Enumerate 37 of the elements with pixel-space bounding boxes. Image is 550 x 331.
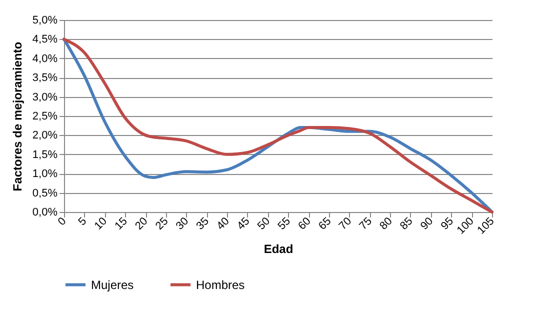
x-tick-label: 105 <box>475 215 497 237</box>
y-tick-label: 4,0% <box>32 52 58 65</box>
x-tick-label: 0 <box>56 215 69 228</box>
x-tick-label: 95 <box>438 215 456 232</box>
x-tick-label: 90 <box>418 215 436 232</box>
x-tick-label: 30 <box>174 215 192 232</box>
legend-label: Mujeres <box>91 278 134 292</box>
y-tick-label: 3,0% <box>32 91 58 104</box>
x-tick-label: 70 <box>336 215 354 232</box>
legend-label: Hombres <box>196 278 245 292</box>
x-tick-label: 5 <box>76 215 90 228</box>
x-tick-label: 80 <box>378 215 395 232</box>
x-tick-label: 60 <box>296 215 314 232</box>
y-tick-label: 1,5% <box>32 148 58 161</box>
y-axis-title: Factores de mejoramiento <box>10 42 24 192</box>
y-tick-label: 0,0% <box>32 206 58 218</box>
x-tick-label: 15 <box>112 215 130 232</box>
x-tick-label: 85 <box>398 215 416 232</box>
x-tick-label: 50 <box>255 215 273 232</box>
x-axis-title: Edad <box>264 242 294 256</box>
y-tick-label: 2,0% <box>32 130 58 142</box>
x-tick-label: 25 <box>154 215 171 232</box>
x-tick-label: 75 <box>357 215 374 232</box>
x-tick-label: 65 <box>316 215 334 232</box>
x-tick-label: 45 <box>235 215 252 232</box>
x-tick-label: 20 <box>133 215 150 232</box>
y-tick-label: 0,5% <box>32 187 58 200</box>
x-tick-label: 55 <box>276 215 293 232</box>
x-tick-label: 100 <box>454 215 476 237</box>
x-tick-label: 35 <box>194 215 212 232</box>
y-tick-label: 4,5% <box>32 34 58 46</box>
y-tick-label: 1,0% <box>32 168 58 180</box>
y-tick-label: 5,0% <box>32 14 58 26</box>
y-tick-label: 2,5% <box>32 110 58 122</box>
y-tick-label: 3,5% <box>32 72 58 84</box>
x-tick-label: 40 <box>214 215 232 232</box>
x-tick-label: 10 <box>92 215 110 232</box>
